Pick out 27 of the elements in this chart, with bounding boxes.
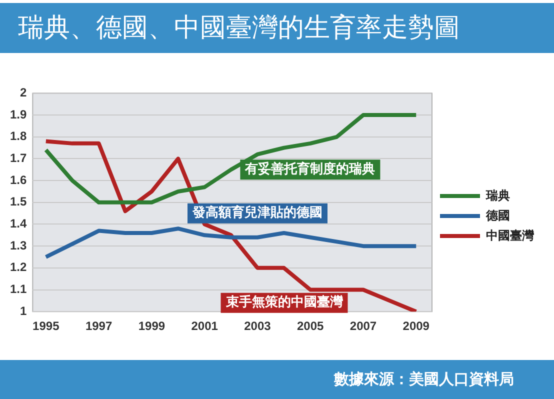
y-tick-label: 1.4 — [10, 216, 27, 231]
y-tick-label: 1.5 — [10, 194, 27, 209]
annotation: 有妥善托育制度的瑞典 — [244, 161, 376, 178]
chart-title: 瑞典、德國、中國臺灣的生育率走勢圖 — [0, 3, 554, 53]
y-tick-label: 1 — [20, 304, 27, 318]
text: 數據來源：美國人口資料局 — [0, 360, 554, 399]
x-tick-label: 2001 — [191, 319, 218, 334]
x-tick-label: 2003 — [244, 319, 272, 334]
y-tick-label: 1.7 — [10, 151, 27, 166]
y-tick-label: 1.1 — [10, 282, 27, 296]
annotation: 發高額育兒津貼的德國 — [192, 204, 322, 221]
y-tick-label: 1.3 — [10, 238, 27, 252]
y-tick-label: 1.2 — [10, 260, 27, 274]
legend-label: 瑞典 — [485, 188, 510, 202]
y-tick-label: 2 — [20, 86, 27, 100]
x-tick-label: 1997 — [85, 319, 112, 334]
x-tick-label: 1999 — [138, 319, 166, 334]
y-tick-label: 1.6 — [10, 172, 27, 187]
x-tick-label: 2007 — [350, 319, 377, 334]
annotation: 束手無策的中國臺灣 — [224, 294, 344, 310]
y-tick-label: 1.9 — [10, 107, 27, 122]
x-tick-label: 2005 — [297, 319, 324, 334]
y-tick-label: 1.8 — [10, 129, 27, 144]
legend-label: 中國臺灣 — [486, 228, 535, 242]
x-tick-label: 1995 — [32, 319, 60, 334]
x-tick-label: 2009 — [402, 319, 430, 334]
legend-label: 德國 — [485, 208, 510, 222]
